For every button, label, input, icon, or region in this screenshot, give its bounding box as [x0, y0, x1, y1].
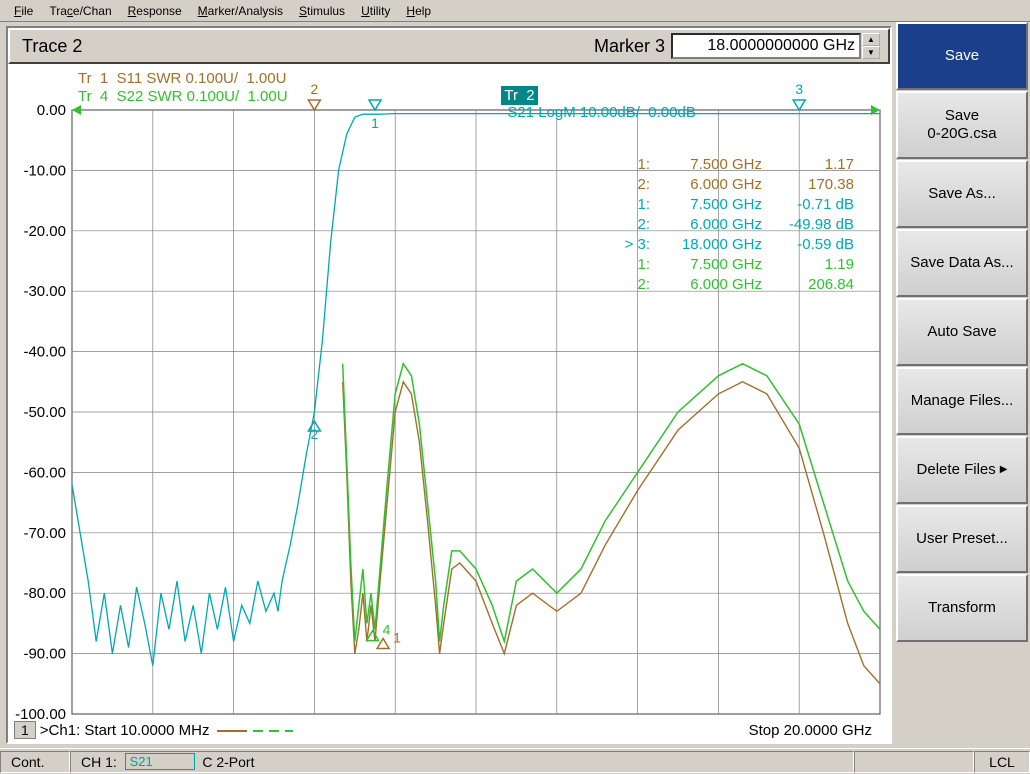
stop-label: Stop 20.0000 GHz [749, 722, 884, 739]
menu-bar: File Trace/Chan Response Marker/Analysis… [0, 0, 1030, 22]
menu-help[interactable]: Help [398, 2, 439, 20]
trace-sample-icon [217, 722, 297, 739]
marker-readout-table: 1:7.500 GHz1.172:6.000 GHz170.381:7.500 … [619, 154, 860, 296]
svg-text:0.00: 0.00 [37, 102, 66, 119]
svg-text:-60.00: -60.00 [23, 464, 66, 481]
status-c2port: C 2-Port [202, 754, 254, 770]
svg-text:-50.00: -50.00 [23, 404, 66, 421]
start-label: >Ch1: Start 10.0000 MHz [40, 722, 210, 739]
svg-text:3: 3 [795, 81, 803, 97]
plot-panel: Trace 2 Marker 3 ▲ ▼ 0.00 -10.00 -20.00 -30… [6, 26, 892, 744]
status-s21-box: S21 [125, 753, 195, 770]
chart-footer: 1 >Ch1: Start 10.0000 MHz Stop 20.0000 G… [14, 721, 884, 739]
plot-header: Trace 2 Marker 3 ▲ ▼ [8, 28, 890, 64]
menu-response[interactable]: Response [120, 2, 190, 20]
sidebar-btn-5[interactable]: Manage Files... [896, 367, 1028, 435]
status-bar: Cont. CH 1: S21 C 2-Port LCL [0, 748, 1030, 774]
svg-text:-70.00: -70.00 [23, 525, 66, 542]
sidebar: SaveSave0-20G.csaSave As...Save Data As.… [896, 22, 1030, 748]
svg-text:-80.00: -80.00 [23, 585, 66, 602]
menu-stimulus[interactable]: Stimulus [291, 2, 353, 20]
svg-text:-10.00: -10.00 [23, 162, 66, 179]
sidebar-btn-0[interactable]: Save [896, 22, 1028, 90]
svg-text:2: 2 [311, 426, 319, 442]
sidebar-btn-4[interactable]: Auto Save [896, 298, 1028, 366]
marker-spin-up[interactable]: ▲ [862, 33, 880, 46]
svg-text:1: 1 [393, 630, 401, 646]
legend-tr4: Tr 4 S22 SWR 0.100U/ 1.00U [78, 88, 288, 105]
svg-text:-20.00: -20.00 [23, 223, 66, 240]
svg-text:-90.00: -90.00 [23, 646, 66, 663]
sidebar-btn-3[interactable]: Save Data As... [896, 229, 1028, 297]
svg-text:1: 1 [371, 115, 379, 131]
plot-body[interactable]: 0.00 -10.00 -20.00 -30.00 -40.00 -50.00 -60.00… [8, 64, 890, 742]
trace-title: Trace 2 [18, 36, 594, 57]
sidebar-btn-6[interactable]: Delete Files▶ [896, 436, 1028, 504]
status-cont: Cont. [0, 751, 70, 773]
status-ch: CH 1: [81, 754, 117, 770]
legend-tr2-text: S21 LogM 10.00dB/ 0.00dB [507, 104, 695, 121]
svg-text:-40.00: -40.00 [23, 344, 66, 361]
sidebar-btn-2[interactable]: Save As... [896, 160, 1028, 228]
marker-spin-down[interactable]: ▼ [862, 46, 880, 59]
svg-text:4: 4 [383, 622, 391, 638]
status-spacer [854, 751, 974, 773]
sidebar-btn-7[interactable]: User Preset... [896, 505, 1028, 573]
menu-tracechan[interactable]: Trace/Chan [41, 2, 119, 20]
legend-tr2-box: Tr 2 [501, 86, 537, 105]
menu-utility[interactable]: Utility [353, 2, 398, 20]
legend-tr1: Tr 1 S11 SWR 0.100U/ 1.00U [78, 70, 286, 87]
status-lcl: LCL [974, 751, 1030, 773]
sidebar-btn-8[interactable]: Transform [896, 574, 1028, 642]
svg-text:-30.00: -30.00 [23, 283, 66, 300]
legend-tr2: Tr 2 S21 LogM 10.00dB/ 0.00dB [468, 70, 696, 138]
marker-label: Marker 3 [594, 36, 665, 57]
svg-text:2: 2 [311, 81, 319, 97]
status-main: CH 1: S21 C 2-Port [70, 751, 854, 773]
sidebar-btn-1[interactable]: Save0-20G.csa [896, 91, 1028, 159]
marker-value-input[interactable] [671, 33, 861, 59]
menu-marker[interactable]: Marker/Analysis [190, 2, 291, 20]
menu-file[interactable]: File [6, 2, 41, 20]
ch-badge: 1 [14, 721, 36, 739]
